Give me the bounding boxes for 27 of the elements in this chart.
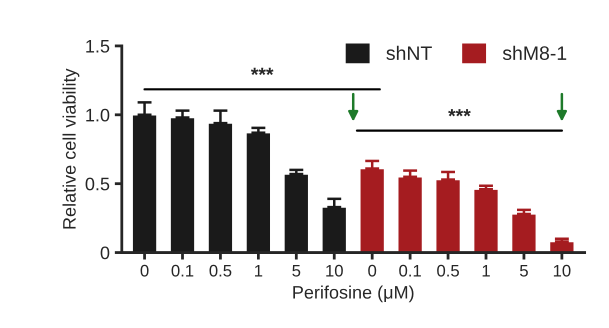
legend-label: shNT	[386, 46, 432, 60]
x-tick-label: 0	[368, 264, 376, 277]
legend-label: shM8-1	[502, 46, 566, 60]
x-tick-label: 0.5	[210, 264, 232, 277]
y-tick-label: 1.5	[86, 40, 110, 53]
annotation: ***	[250, 68, 274, 76]
y-tick-label: 0	[100, 246, 110, 260]
y-tick-label: 0.5	[86, 178, 110, 190]
x-tick-label: 0.1	[399, 264, 421, 277]
x-axis-title: Perifosine (μM)	[293, 285, 414, 302]
x-tick-label: 0.1	[172, 264, 194, 277]
x-tick-label: 1	[482, 264, 490, 276]
x-tick-label: 1	[255, 264, 262, 276]
bar	[397, 176, 424, 253]
x-tick-label: 5	[292, 264, 300, 277]
y-tick-label: 1.0	[86, 108, 110, 122]
bar	[359, 168, 386, 253]
x-tick-label: 5	[520, 264, 528, 277]
x-tick-label: 0	[140, 264, 149, 277]
bar	[435, 178, 462, 253]
x-tick-label: 10	[326, 264, 343, 277]
x-tick-label: 0.5	[437, 264, 459, 277]
bar	[472, 188, 500, 253]
y-axis-title: Relative cell viability	[62, 68, 80, 229]
bar	[510, 213, 537, 253]
x-tick-label: 10	[554, 264, 570, 277]
annotation: ***	[448, 109, 471, 116]
